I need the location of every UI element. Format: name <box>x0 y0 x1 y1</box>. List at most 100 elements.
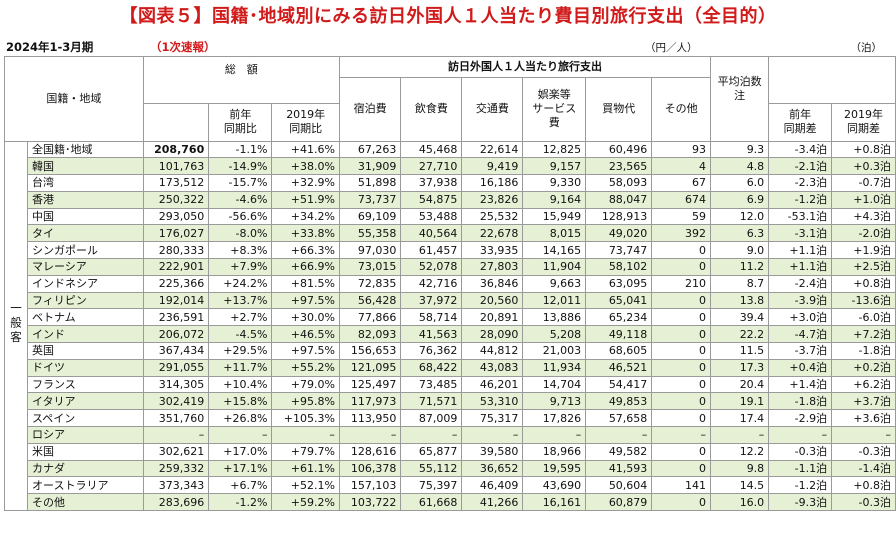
cell-nights: 17.4 <box>710 409 770 428</box>
cell-yoy: +10.4% <box>208 375 273 394</box>
cell-yoy: +26.8% <box>208 409 273 428</box>
cell-nights: 9.0 <box>710 241 770 260</box>
row-country-name: インド <box>27 325 144 344</box>
cell-lodging: 51,898 <box>338 174 402 192</box>
cell-nights: 16.0 <box>710 493 770 512</box>
row-country-name: 中国 <box>27 207 144 226</box>
cell-food: 75,397 <box>400 476 463 495</box>
header-total: 総 額 <box>142 56 340 104</box>
cell-food: 61,457 <box>400 241 463 260</box>
row-country-name: カナダ <box>27 459 144 478</box>
cell-shopping: 68,605 <box>585 342 653 360</box>
cell-shopping: 46,521 <box>585 358 653 377</box>
row-country-name: シンガポール <box>27 241 144 260</box>
cell-vs2019: +95.8% <box>271 392 340 411</box>
cell-entertainment: 11,934 <box>522 358 587 377</box>
cell-n-2019: +0.8泊 <box>831 274 896 293</box>
header-entertainment: 娯楽等 サービス費 <box>522 77 587 142</box>
cell-nights: 6.9 <box>710 190 770 209</box>
cell-n-2019: +3.6泊 <box>831 409 896 428</box>
table-row: シンガポール 280,333 +8.3% +66.3% 97,030 61,457 33,9… <box>5 241 896 260</box>
cell-n-yoy: +1.1泊 <box>768 258 833 276</box>
cell-other: 93 <box>651 140 712 159</box>
cell-lodging: 103,722 <box>338 493 402 512</box>
cell-nights: 6.0 <box>710 174 770 192</box>
cell-vs2019: +81.5% <box>271 274 340 293</box>
cell-entertainment: 12,011 <box>522 291 587 310</box>
cell-yoy: +17.1% <box>208 459 273 478</box>
preliminary-label: （1次速報） <box>150 40 216 54</box>
cell-yoy: -56.6% <box>208 207 273 226</box>
cell-transport: 36,846 <box>461 274 524 293</box>
cell-nights: 19.1 <box>710 392 770 411</box>
header-avg-nights: 平均泊数 注 <box>710 56 770 103</box>
cell-entertainment: 16,161 <box>522 493 587 512</box>
cell-shopping: 65,041 <box>585 291 653 310</box>
cell-other: 0 <box>651 442 712 461</box>
cell-yoy: +15.8% <box>208 392 273 411</box>
header-food: 飲食費 <box>400 77 463 142</box>
cell-transport: 23,826 <box>461 190 524 209</box>
unit-nights-label: （泊） <box>850 42 883 54</box>
cell-n-yoy: -3.1泊 <box>768 224 833 243</box>
cell-entertainment: 11,904 <box>522 258 587 276</box>
header-other: その他 <box>651 77 712 142</box>
cell-transport: 22,678 <box>461 224 524 243</box>
cell-nights: 11.2 <box>710 258 770 276</box>
cell-other: 4 <box>651 157 712 176</box>
cell-lodging: 31,909 <box>338 157 402 176</box>
cell-vs2019: – <box>271 426 340 444</box>
table-row: マレーシア 222,901 +7.9% +66.9% 73,015 52,078 27,80… <box>5 258 896 276</box>
header-per-capita: 訪日外国人１人当たり旅行支出 <box>338 56 712 78</box>
cell-entertainment: – <box>522 426 587 444</box>
cell-total: 176,027 <box>142 224 210 243</box>
cell-other: 0 <box>651 325 712 344</box>
cell-lodging: 67,263 <box>338 140 402 159</box>
cell-transport: 39,580 <box>461 442 524 461</box>
cell-transport: 20,891 <box>461 308 524 327</box>
row-country-name: タイ <box>27 224 144 243</box>
cell-food: 27,710 <box>400 157 463 176</box>
cell-lodging: 56,428 <box>338 291 402 310</box>
cell-entertainment: 9,663 <box>522 274 587 293</box>
cell-other: 0 <box>651 493 712 512</box>
table-row: タイ 176,027 -8.0% +33.8% 55,358 40,564 22,678 8,… <box>5 224 896 243</box>
cell-n-yoy: -1.1泊 <box>768 459 833 478</box>
header-total-2019: 2019年 同期比 <box>271 102 340 142</box>
cell-transport: 46,201 <box>461 375 524 394</box>
cell-yoy: -1.1% <box>208 140 273 159</box>
cell-lodging: 156,653 <box>338 342 402 360</box>
cell-vs2019: +61.1% <box>271 459 340 478</box>
cell-yoy: +2.7% <box>208 308 273 327</box>
cell-nights: 12.0 <box>710 207 770 226</box>
cell-n-2019: +0.8泊 <box>831 140 896 159</box>
cell-transport: 25,532 <box>461 207 524 226</box>
cell-food: 52,078 <box>400 258 463 276</box>
cell-nights: – <box>710 426 770 444</box>
cell-yoy: +13.7% <box>208 291 273 310</box>
cell-yoy: +24.2% <box>208 274 273 293</box>
table-row: 香港 250,322 -4.6% +51.9% 73,737 54,875 23,826 9,… <box>5 190 896 209</box>
header-shopping: 買物代 <box>585 77 653 142</box>
cell-entertainment: 9,330 <box>522 174 587 192</box>
cell-food: 53,488 <box>400 207 463 226</box>
table-row: ロシア – – – – – – – – – – – – <box>5 426 896 444</box>
cell-n-yoy: – <box>768 426 833 444</box>
cell-nights: 13.8 <box>710 291 770 310</box>
cell-yoy: -14.9% <box>208 157 273 176</box>
cell-n-2019: +7.2泊 <box>831 325 896 344</box>
cell-vs2019: +55.2% <box>271 358 340 377</box>
cell-shopping: – <box>585 426 653 444</box>
cell-shopping: 60,879 <box>585 493 653 512</box>
cell-food: 45,468 <box>400 140 463 159</box>
header-total-yoy: 前年 同期比 <box>208 102 273 142</box>
cell-total: 206,072 <box>142 325 210 344</box>
cell-n-2019: -6.0泊 <box>831 308 896 327</box>
table-row: 韓国 101,763 -14.9% +38.0% 31,909 27,710 9,419 9,… <box>5 157 896 176</box>
cell-nights: 9.8 <box>710 459 770 478</box>
cell-lodging: 73,737 <box>338 190 402 209</box>
cell-other: 141 <box>651 476 712 495</box>
cell-vs2019: +41.6% <box>271 140 340 159</box>
table-row: インド 206,072 -4.5% +46.5% 82,093 41,563 28,090 5… <box>5 325 896 344</box>
cell-entertainment: 14,704 <box>522 375 587 394</box>
